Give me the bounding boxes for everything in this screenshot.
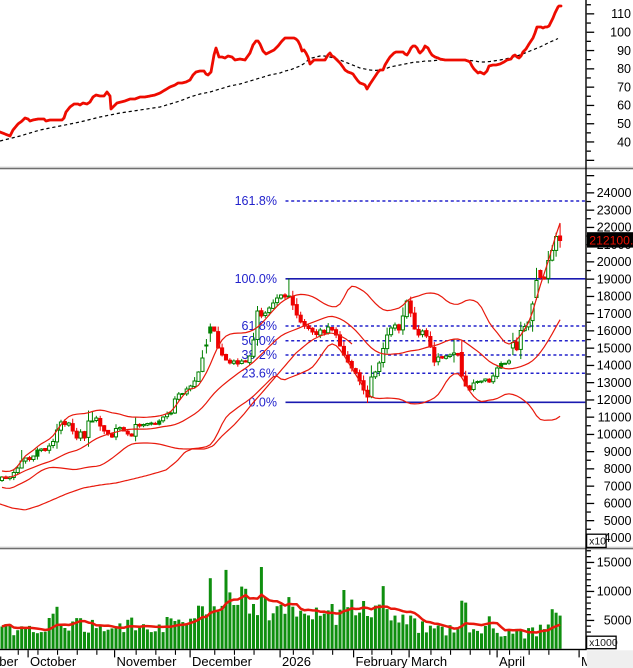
svg-text:15000: 15000 (597, 341, 632, 355)
svg-text:14000: 14000 (597, 359, 632, 373)
svg-text:5000: 5000 (604, 614, 632, 628)
svg-text:10000: 10000 (597, 585, 632, 599)
svg-text:12000: 12000 (597, 393, 632, 407)
svg-text:161.8%: 161.8% (235, 194, 277, 208)
svg-text:24000: 24000 (597, 186, 632, 200)
svg-text:22000: 22000 (597, 221, 632, 235)
svg-text:17000: 17000 (597, 307, 632, 321)
svg-text:7000: 7000 (604, 479, 632, 493)
svg-text:19000: 19000 (597, 273, 632, 287)
svg-text:100: 100 (610, 26, 631, 40)
svg-text:38.2%: 38.2% (242, 348, 277, 362)
svg-text:April: April (499, 654, 525, 668)
svg-text:70: 70 (617, 80, 631, 94)
svg-text:x1000: x1000 (589, 637, 618, 649)
svg-text:15000: 15000 (597, 556, 632, 570)
svg-text:16000: 16000 (597, 324, 632, 338)
svg-text:February: February (356, 654, 409, 668)
svg-text:50.0%: 50.0% (242, 334, 277, 348)
svg-text:March: March (411, 654, 447, 668)
svg-text:100.0%: 100.0% (235, 272, 277, 286)
svg-text:23000: 23000 (597, 204, 632, 218)
svg-text:6000: 6000 (604, 497, 632, 511)
svg-text:90: 90 (617, 44, 631, 58)
svg-text:10000: 10000 (597, 428, 632, 442)
svg-text:60: 60 (617, 99, 631, 113)
svg-text:9000: 9000 (604, 445, 632, 459)
svg-text:November: November (117, 654, 178, 668)
svg-text:4000: 4000 (604, 531, 632, 545)
svg-text:x10: x10 (589, 536, 606, 548)
svg-text:50: 50 (617, 117, 631, 131)
svg-text:December: December (192, 654, 253, 668)
svg-text:11000: 11000 (598, 411, 632, 425)
svg-text:5000: 5000 (604, 514, 632, 528)
svg-text:8000: 8000 (604, 462, 632, 476)
svg-text:13000: 13000 (597, 376, 632, 390)
svg-text:23.6%: 23.6% (242, 366, 277, 380)
svg-text:18000: 18000 (597, 290, 632, 304)
svg-text:September: September (0, 654, 19, 668)
svg-text:2026: 2026 (282, 654, 311, 668)
svg-text:80: 80 (617, 62, 631, 76)
svg-text:20000: 20000 (597, 255, 632, 269)
svg-text:110: 110 (611, 7, 631, 21)
svg-text:October: October (30, 654, 77, 668)
svg-text:212100.0: 212100.0 (589, 233, 633, 247)
svg-text:40: 40 (617, 135, 631, 149)
